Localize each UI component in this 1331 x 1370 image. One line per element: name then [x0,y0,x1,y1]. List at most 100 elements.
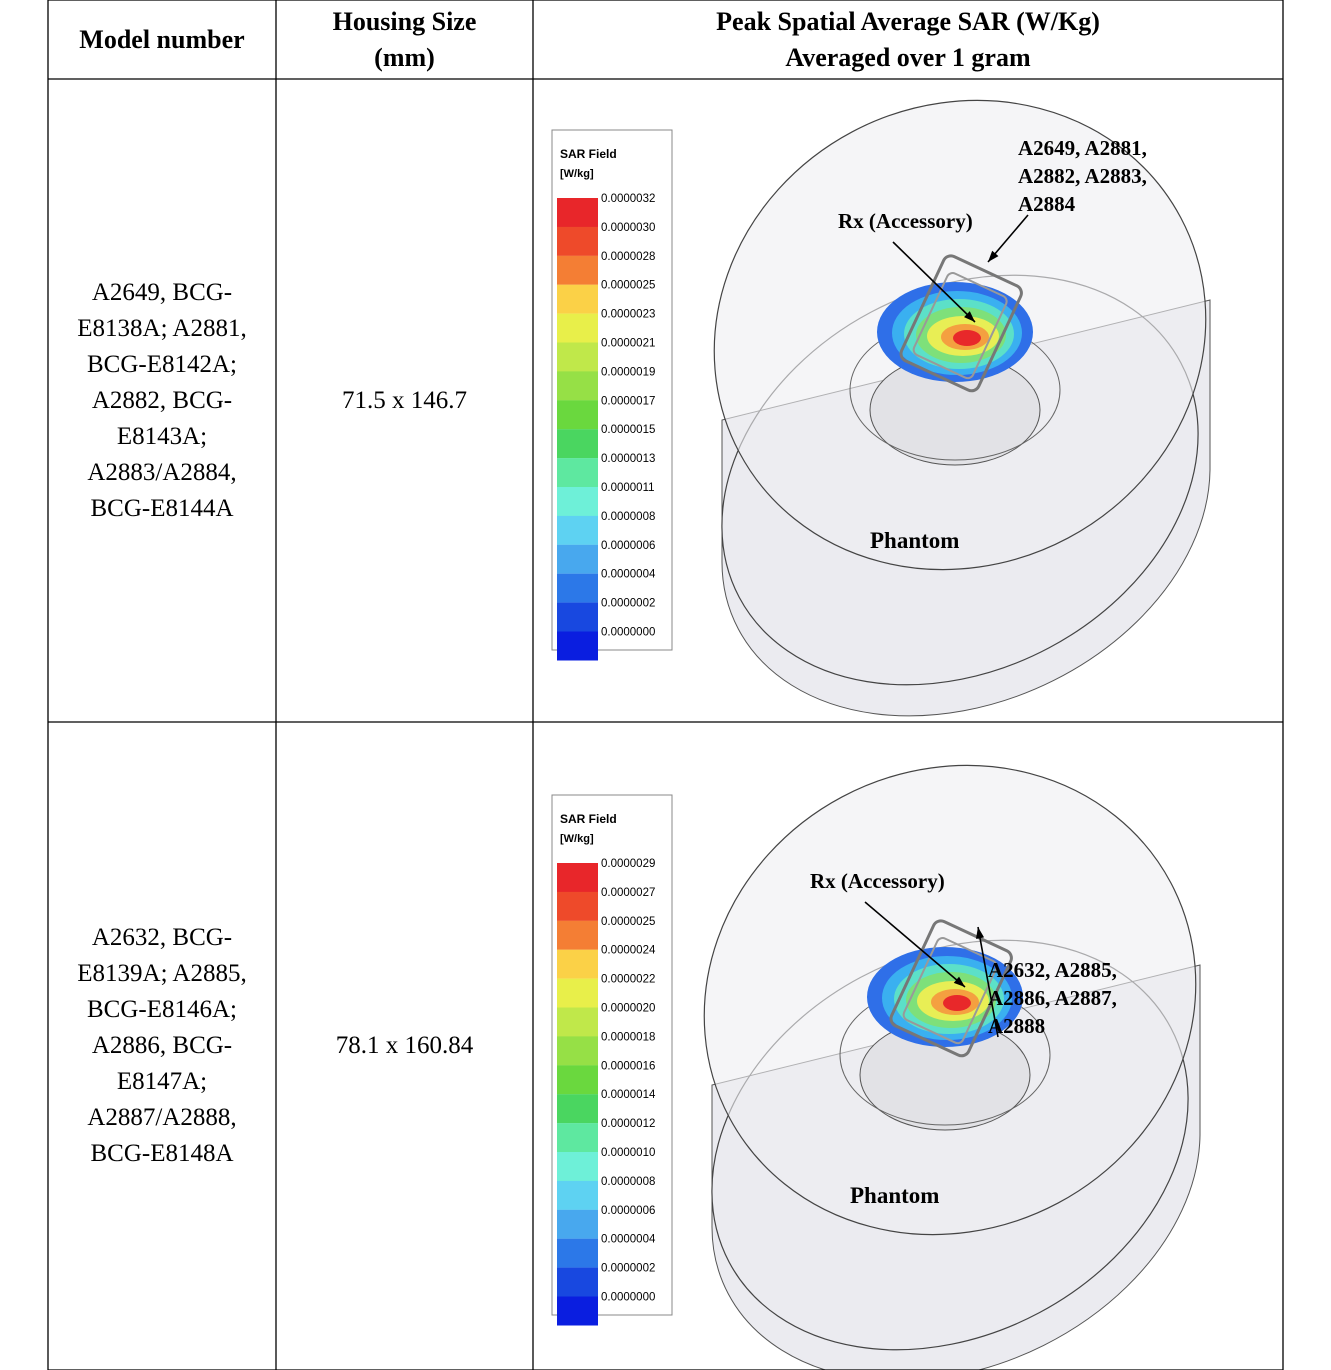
header-cell: Housing Size (mm) [276,0,533,79]
legend-value: 0.0000010 [601,1147,655,1159]
legend-swatch [557,400,598,430]
sar-figure: SAR Field [W/kg] 0.0000032 0.0000030 0.00000… [551,99,1211,717]
legend-value: 0.0000030 [601,222,655,234]
size-text: 71.5 x 146.7 [342,386,467,414]
legend-value: 0.0000027 [601,887,655,899]
legend-swatch [557,1065,598,1095]
legend-value: 0.0000029 [601,858,655,870]
device-outline [889,919,1013,1058]
sar-heat [953,330,981,346]
legend-value: 0.0000011 [601,482,655,494]
legend-value: 0.0000018 [601,1031,655,1043]
legend-unit: [W/kg] [560,833,594,845]
legend-swatch [557,1296,598,1326]
legend-value: 0.0000025 [601,280,655,292]
legend-swatch [557,429,598,459]
legend-swatch [557,1123,598,1153]
size-cell: 78.1 x 160.84 [276,722,533,1370]
arrow-head [964,311,975,322]
header-text: Averaged over 1 gram [785,42,1031,72]
legend-value: 0.0000024 [601,945,656,957]
legend-swatch [557,1036,598,1066]
sar-heat [943,995,971,1011]
callout-label: A2882, A2883, [1018,164,1147,188]
header-text: (mm) [374,42,435,72]
legend-swatch [557,602,598,632]
legend-swatch [557,198,598,227]
legend-swatch [557,1007,598,1037]
legend-swatch [557,1267,598,1297]
legend-swatch [557,458,598,488]
legend-swatch [557,978,598,1008]
device-outline [899,254,1023,393]
arrow-head [988,250,999,262]
callout-label: A2884 [1018,192,1076,216]
legend-value: 0.0000020 [601,1003,655,1015]
header-text: Housing Size [332,6,477,36]
size-cell: 71.5 x 146.7 [276,79,533,722]
model-cell: A2632, BCG-E8139A; A2885, BCG-E8146A; A2… [58,722,266,1370]
legend-value: 0.0000013 [601,453,655,465]
rx-label: Rx (Accessory) [838,209,973,233]
header-cell: Peak Spatial Average SAR (W/Kg) Averaged … [533,0,1283,79]
legend-swatch [557,1094,598,1124]
legend-value: 0.0000025 [601,916,655,928]
legend-swatch [557,515,598,545]
legend-value: 0.0000032 [601,193,655,205]
phantom-label: Phantom [870,528,959,553]
callout-label: A2886, A2887, [988,986,1117,1010]
legend-value: 0.0000012 [601,1118,655,1130]
legend-swatch [557,1152,598,1181]
phantom-label: Phantom [850,1183,939,1208]
rx-label: Rx (Accessory) [810,869,945,893]
legend-value: 0.0000004 [601,1234,656,1246]
legend-swatch [557,891,598,921]
arrow-head [953,976,965,987]
legend-value: 0.0000019 [601,366,655,378]
legend-swatch [557,1209,598,1239]
legend-swatch [557,1238,598,1268]
device-outline [902,937,998,1045]
legend-swatch [557,573,598,603]
sar-figure: SAR Field [W/kg] 0.0000029 0.0000027 0.00000… [551,764,1201,1370]
legend-swatch [557,226,598,256]
legend-swatch [557,313,598,343]
model-text: A2649, BCG-E8138A; A2881, BCG-E8142A; A2… [77,278,247,522]
device-outline [912,272,1008,380]
legend-value: 0.0000022 [601,974,655,986]
legend-value: 0.0000017 [601,395,655,407]
legend-value: 0.0000004 [601,569,656,581]
legend-swatch [557,949,598,979]
legend-swatch [557,255,598,285]
legend-title: SAR Field [560,147,617,161]
header-text: Peak Spatial Average SAR (W/Kg) [716,6,1100,36]
legend-swatch [557,920,598,950]
legend-swatch [557,487,598,516]
callout-label: A2632, A2885, [988,958,1117,982]
legend-value: 0.0000006 [601,1205,655,1217]
legend-swatch [557,631,598,661]
header-cell: Model number [48,0,276,79]
arrow [864,901,966,988]
model-cell: A2649, BCG-E8138A; A2881, BCG-E8142A; A2… [58,79,266,722]
legend-value: 0.0000028 [601,251,655,263]
legend-swatch [557,863,598,892]
legend-value: 0.0000014 [601,1089,656,1101]
arrow [892,241,976,323]
legend-title: SAR Field [560,812,617,826]
model-text: A2632, BCG-E8139A; A2885, BCG-E8146A; A2… [77,924,247,1167]
legend-value: 0.0000008 [601,1176,655,1188]
legend-value: 0.0000015 [601,424,655,436]
legend-value: 0.0000002 [601,1263,655,1275]
legend-value: 0.0000000 [601,627,655,639]
legend-value: 0.0000008 [601,511,655,523]
size-text: 78.1 x 160.84 [335,1032,474,1059]
header-text: Model number [79,24,245,54]
arrow-head [975,927,985,939]
legend-value: 0.0000002 [601,598,655,610]
legend-swatch [557,371,598,401]
legend-swatch [557,284,598,314]
legend-swatch [557,544,598,574]
legend-unit: [W/kg] [560,168,594,180]
